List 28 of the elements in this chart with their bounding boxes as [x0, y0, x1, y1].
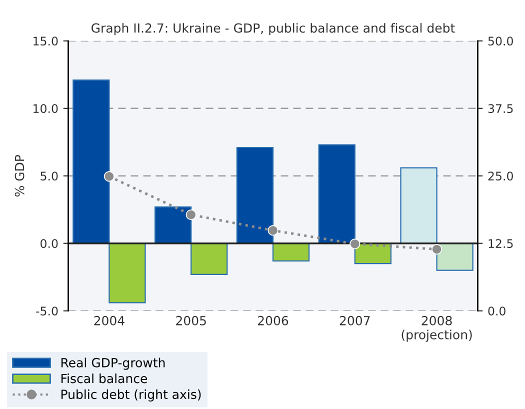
point [268, 225, 278, 236]
x-tick-label: 2005 [176, 316, 206, 326]
point [432, 244, 442, 255]
y-tick-label: -5.0 [36, 306, 58, 316]
y-tick-label: 0.0 [40, 239, 58, 248]
legend-label: Real GDP-growth [61, 358, 165, 370]
chart-title: Graph II.2.7: Ukraine - GDP, public balance and fiscal debt [92, 23, 455, 36]
y2-tick-label: 0.0 [488, 306, 506, 316]
y-tick-label: 5.0 [40, 172, 58, 181]
y-tick-label: 15.0 [34, 36, 58, 46]
y2-tick-label: 50.0 [488, 36, 513, 46]
y2-tick-label: 25.0 [488, 172, 513, 181]
bar [400, 167, 438, 244]
y2-tick-label: 37.5 [488, 104, 513, 114]
point [186, 209, 196, 220]
y2-tick-label: 12.5 [488, 239, 513, 248]
legend-label: Public debt (right axis) [61, 389, 201, 402]
point [104, 171, 114, 182]
bar [436, 242, 474, 271]
y-tick-label: 10.0 [34, 104, 58, 114]
x-tick-label: 2004 [94, 316, 124, 326]
x-tick-label: 2008 (projection) [402, 316, 472, 342]
x-tick-label: 2007 [340, 316, 370, 326]
bar [318, 144, 356, 244]
y-axis-title: % GDP [14, 154, 24, 197]
legend-label: Fiscal balance [61, 374, 148, 384]
point [350, 238, 360, 250]
x-tick-label: 2006 [258, 316, 288, 326]
